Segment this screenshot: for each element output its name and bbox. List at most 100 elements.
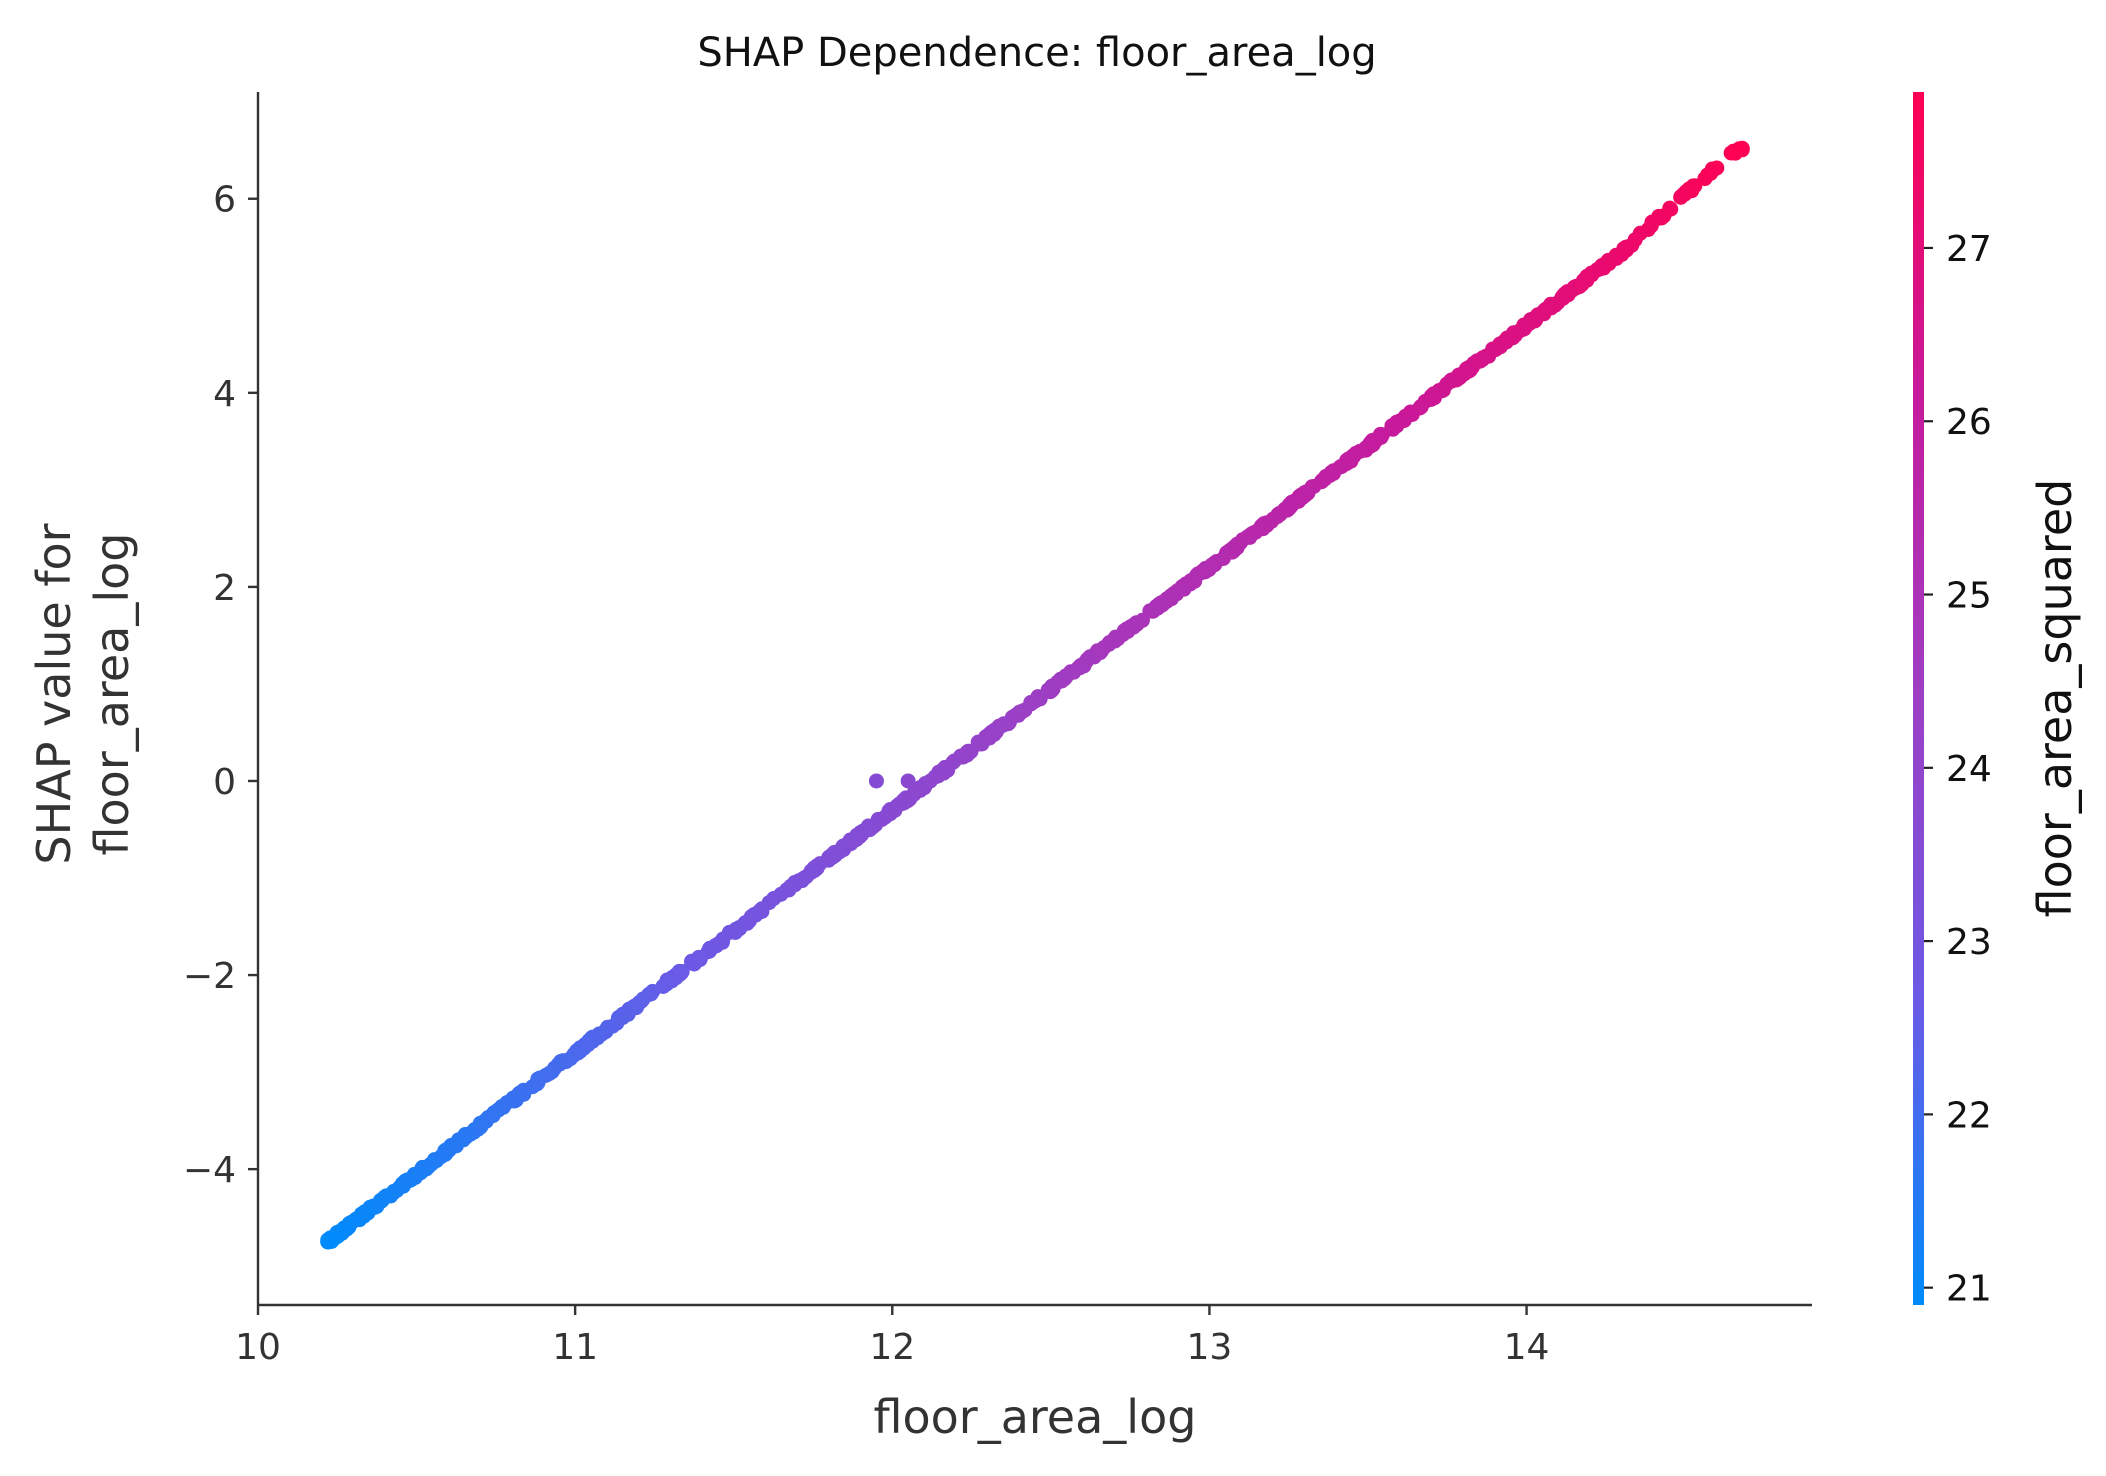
data-point xyxy=(401,1173,417,1189)
data-point xyxy=(473,1119,489,1135)
data-point xyxy=(1616,241,1632,257)
y-tick-label: 4 xyxy=(213,374,236,415)
data-point xyxy=(820,851,836,867)
colorbar-tick-label: 25 xyxy=(1946,576,1992,617)
data-point xyxy=(1505,330,1521,346)
data-point xyxy=(1017,702,1033,718)
colorbar-ticks: 21 22 23 24 25 26 27 xyxy=(1924,229,1992,1310)
data-point xyxy=(591,1026,607,1042)
data-point xyxy=(1543,296,1559,312)
y-tick-label: −2 xyxy=(183,956,236,997)
data-point xyxy=(626,998,642,1014)
y-tick-label: 0 xyxy=(213,762,236,803)
data-point xyxy=(1492,336,1508,352)
data-point xyxy=(1704,161,1720,177)
data-point xyxy=(1734,140,1750,156)
colorbar-label: floor_area_squared xyxy=(2028,479,2082,918)
data-point xyxy=(1439,376,1455,392)
data-point xyxy=(499,1095,515,1111)
y-axis-label-line-2: floor_area_log xyxy=(85,533,139,856)
y-axis-ticks: −4 −2 0 2 4 6 xyxy=(183,180,258,1191)
data-point xyxy=(984,725,1000,741)
data-point xyxy=(945,754,961,770)
data-point xyxy=(659,973,675,989)
data-point xyxy=(1593,259,1609,275)
data-point xyxy=(959,747,975,763)
data-point xyxy=(1248,524,1264,540)
y-tick-label: 2 xyxy=(213,568,236,609)
y-tick-label: 6 xyxy=(213,180,236,221)
x-axis-ticks: 10 11 12 13 14 xyxy=(235,1305,1549,1368)
data-point xyxy=(1560,287,1576,303)
data-point xyxy=(1663,201,1679,217)
data-point xyxy=(773,886,789,902)
data-point xyxy=(1472,353,1488,369)
data-point xyxy=(1298,484,1314,500)
colorbar-tick-label: 24 xyxy=(1946,749,1992,790)
y-tick-label: −4 xyxy=(183,1150,236,1191)
data-point xyxy=(1574,277,1590,293)
data-point-outlier xyxy=(922,773,938,789)
data-point xyxy=(449,1136,465,1152)
data-point xyxy=(747,906,763,922)
data-point xyxy=(1427,386,1443,402)
data-point xyxy=(1215,551,1231,566)
data-point xyxy=(1146,603,1162,619)
data-point xyxy=(1055,671,1071,687)
data-point-outlier xyxy=(868,773,884,789)
data-point xyxy=(1325,465,1341,481)
data-point xyxy=(356,1208,372,1224)
x-tick-label: 12 xyxy=(869,1327,915,1368)
colorbar-tick-label: 22 xyxy=(1946,1095,1992,1136)
data-point xyxy=(1361,436,1377,452)
x-tick-label: 10 xyxy=(235,1327,281,1368)
data-point xyxy=(1277,501,1293,517)
x-tick-label: 11 xyxy=(552,1327,598,1368)
data-point xyxy=(1643,218,1659,234)
data-point xyxy=(1413,399,1429,415)
scatter-points xyxy=(320,140,1750,1250)
data-point xyxy=(377,1189,393,1205)
data-point xyxy=(538,1067,554,1083)
colorbar-tick-label: 21 xyxy=(1946,1269,1992,1310)
data-point xyxy=(344,1214,360,1230)
data-point xyxy=(579,1036,595,1052)
data-point xyxy=(1232,535,1248,551)
data-point xyxy=(1396,412,1412,428)
data-point xyxy=(1461,363,1477,379)
data-point xyxy=(550,1056,566,1072)
x-tick-label: 13 xyxy=(1187,1327,1233,1368)
data-point xyxy=(424,1156,440,1172)
x-tick-label: 14 xyxy=(1504,1327,1550,1368)
colorbar xyxy=(1913,92,1924,1305)
y-axis-label-line-1: SHAP value for xyxy=(27,523,81,864)
data-point xyxy=(712,935,728,951)
data-point xyxy=(1198,560,1214,576)
data-point xyxy=(1673,189,1689,205)
data-point xyxy=(615,1010,631,1026)
x-axis-label: floor_area_log xyxy=(874,1390,1197,1444)
colorbar-tick-label: 23 xyxy=(1946,922,1992,963)
data-point xyxy=(887,802,903,818)
data-point xyxy=(900,793,915,809)
data-point xyxy=(673,965,689,981)
data-point xyxy=(1186,573,1202,589)
data-point xyxy=(860,820,876,836)
data-point xyxy=(1044,679,1060,695)
colorbar-tick-label: 26 xyxy=(1946,402,1992,443)
y-axis-label: SHAP value for floor_area_log xyxy=(27,523,139,864)
data-point xyxy=(320,1234,336,1250)
chart-title: SHAP Dependence: floor_area_log xyxy=(697,30,1376,76)
data-point xyxy=(684,954,700,970)
data-point xyxy=(1516,321,1532,337)
data-point xyxy=(1163,588,1179,604)
data-point xyxy=(1116,623,1132,639)
colorbar-tick-label: 27 xyxy=(1946,229,1992,270)
data-point xyxy=(1653,210,1669,226)
data-point xyxy=(803,865,819,881)
data-point-outlier xyxy=(900,773,916,789)
data-point xyxy=(846,832,862,848)
data-point xyxy=(1627,232,1643,248)
data-point xyxy=(971,736,987,752)
